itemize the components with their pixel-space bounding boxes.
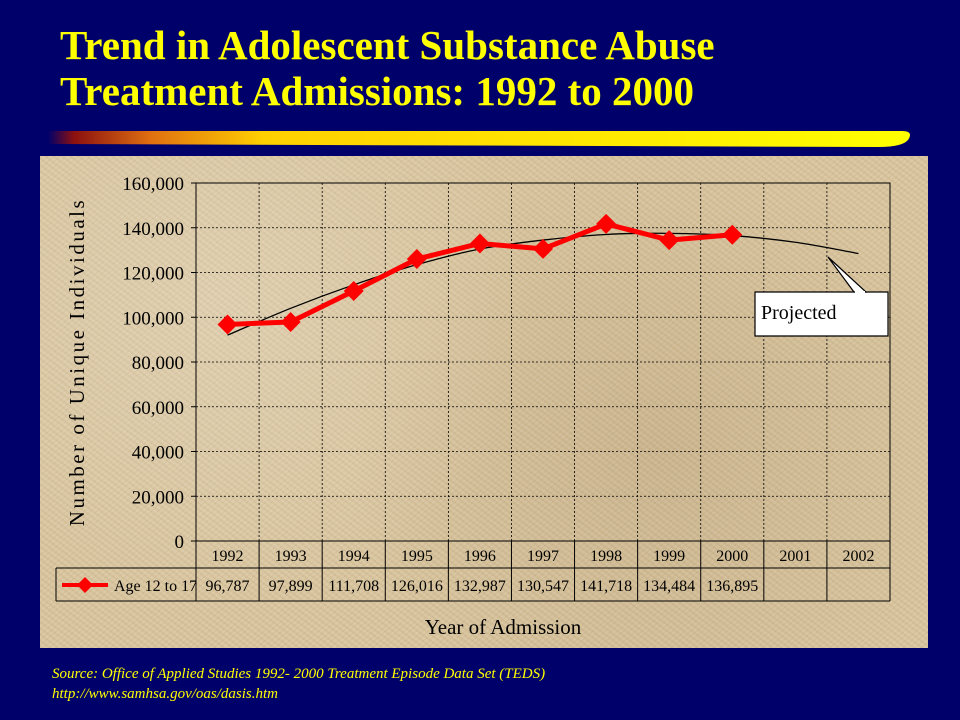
x-axis-label: Year of Admission bbox=[425, 615, 582, 639]
data-point bbox=[406, 249, 427, 270]
data-point bbox=[343, 281, 364, 302]
y-tick-label: 20,000 bbox=[132, 487, 184, 508]
x-tick-label: 2001 bbox=[779, 548, 811, 565]
legend-marker bbox=[77, 577, 93, 593]
x-tick-label: 1998 bbox=[590, 548, 622, 565]
data-point bbox=[469, 233, 490, 254]
source-citation: Source: Office of Applied Studies 1992- … bbox=[52, 664, 545, 704]
source-line: Source: Office of Applied Studies 1992- … bbox=[52, 666, 546, 682]
data-point bbox=[596, 213, 617, 234]
x-tick-label: 2000 bbox=[716, 548, 748, 565]
title-line-1: Trend in Adolescent Substance Abuse bbox=[60, 22, 715, 68]
legend-label: Age 12 to 17 bbox=[114, 578, 197, 595]
title-divider bbox=[48, 131, 910, 147]
data-label: 132,987 bbox=[454, 578, 506, 595]
x-tick-label: 1997 bbox=[527, 548, 559, 565]
x-tick-label: 1992 bbox=[212, 548, 244, 565]
line-chart: 0 20,000 40,000 60,000 80,000 100,000 120,000 1… bbox=[55, 174, 891, 639]
y-tick-label: 80,000 bbox=[132, 353, 184, 374]
trend-line bbox=[227, 232, 859, 336]
x-tick-label: 1999 bbox=[653, 548, 685, 565]
projected-callout: Projected bbox=[754, 256, 889, 337]
y-tick-label: 40,000 bbox=[132, 443, 184, 464]
y-tick-label: 60,000 bbox=[132, 398, 184, 419]
x-tick-label: 2002 bbox=[842, 548, 874, 565]
x-tick-label: 1994 bbox=[338, 548, 370, 565]
series-markers bbox=[217, 213, 743, 335]
data-label: 96,787 bbox=[206, 578, 250, 595]
data-point bbox=[217, 314, 238, 335]
gridlines bbox=[196, 182, 890, 541]
data-table: 1992 1993 1994 1995 1996 1997 1998 1999 2000 2001… bbox=[55, 541, 891, 602]
y-axis-ticks: 0 20,000 40,000 60,000 80,000 100,000 120,000 1… bbox=[122, 174, 196, 553]
y-axis-label: Number of Unique Individuals bbox=[65, 198, 89, 526]
title-line-2: Treatment Admissions: 1992 to 2000 bbox=[60, 68, 694, 114]
y-tick-label: 160,000 bbox=[122, 174, 184, 195]
data-label: 134,484 bbox=[643, 578, 695, 595]
y-tick-label: 0 bbox=[175, 532, 185, 553]
data-point bbox=[533, 238, 553, 259]
data-label: 97,899 bbox=[269, 578, 313, 595]
data-label: 136,895 bbox=[706, 578, 758, 595]
data-label: 141,718 bbox=[580, 578, 632, 595]
projected-label: Projected bbox=[761, 302, 837, 324]
chart-panel: 0 20,000 40,000 60,000 80,000 100,000 120,000 1… bbox=[40, 156, 928, 648]
x-tick-label: 1995 bbox=[401, 548, 433, 565]
x-tick-label: 1996 bbox=[464, 548, 496, 565]
source-url: http://www.samhsa.gov/oas/dasis.htm bbox=[52, 686, 278, 702]
data-label: 130,547 bbox=[517, 578, 569, 595]
x-tick-label: 1993 bbox=[275, 548, 307, 565]
data-point bbox=[280, 311, 301, 332]
y-tick-label: 120,000 bbox=[122, 264, 184, 285]
y-tick-label: 100,000 bbox=[122, 308, 184, 329]
data-label: 111,708 bbox=[328, 578, 379, 595]
data-point bbox=[659, 230, 680, 251]
data-label: 126,016 bbox=[391, 578, 443, 595]
slide-title: Trend in Adolescent Substance Abuse Trea… bbox=[60, 22, 940, 114]
y-tick-label: 140,000 bbox=[122, 219, 184, 240]
data-point bbox=[722, 224, 743, 245]
